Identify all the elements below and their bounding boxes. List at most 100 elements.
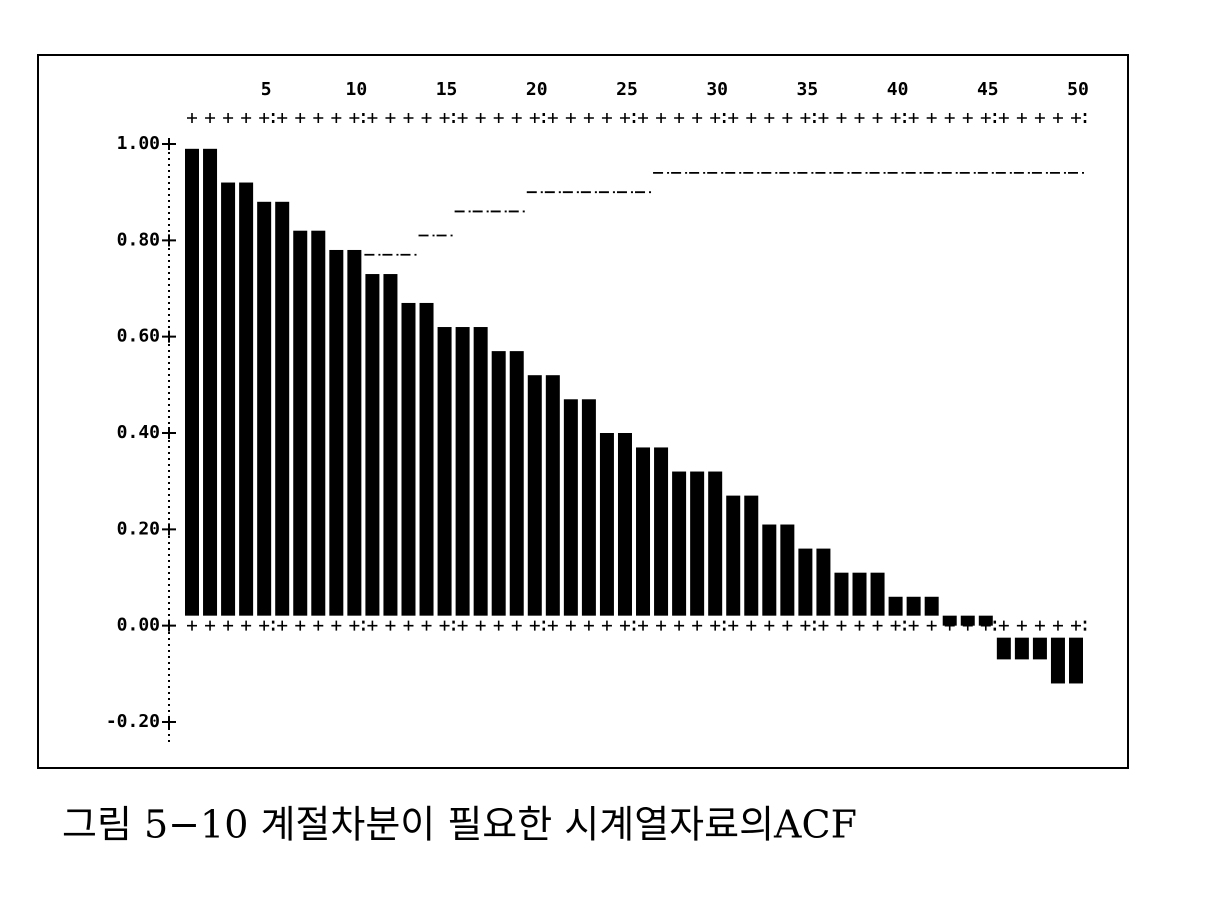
- bar: [509, 351, 524, 616]
- top-ruler-plus: [890, 113, 901, 123]
- zero-ruler-plus: [818, 620, 829, 631]
- bar: [978, 615, 993, 626]
- top-ruler-plus: [313, 113, 324, 123]
- bar: [527, 375, 542, 616]
- bar: [347, 249, 362, 616]
- zero-ruler-plus: [565, 620, 576, 631]
- zero-ruler-plus: [421, 620, 432, 631]
- bar: [744, 495, 759, 616]
- zero-ruler-plus: [1034, 620, 1045, 631]
- bar: [563, 399, 578, 616]
- top-ruler-plus: [656, 113, 667, 123]
- top-ruler-plus: [295, 113, 306, 123]
- y-tick-label: 0.80: [117, 229, 160, 250]
- bar: [1069, 637, 1083, 684]
- top-ruler-plus: [421, 113, 432, 123]
- top-ruler-plus: [403, 113, 414, 123]
- frame: [37, 54, 1129, 769]
- bar: [708, 471, 723, 616]
- zero-ruler-plus: [908, 620, 919, 631]
- bar: [924, 596, 939, 616]
- bar: [311, 230, 326, 616]
- top-ruler-plus: [475, 113, 486, 123]
- zero-ruler-plus: [205, 620, 216, 631]
- top-ruler-plus: [331, 113, 342, 123]
- y-tick-label: -0.20: [106, 711, 160, 732]
- zero-ruler-plus: [601, 620, 612, 631]
- zero-ruler-plus: [619, 620, 630, 631]
- zero-ruler-plus: [854, 620, 865, 631]
- x-tick-label: 45: [977, 79, 999, 100]
- bar: [617, 433, 632, 616]
- zero-ruler-plus: [656, 620, 667, 631]
- zero-ruler-plus: [710, 620, 721, 631]
- bar: [654, 447, 669, 616]
- y-tick-mark: [162, 330, 176, 343]
- zero-ruler-plus: [187, 620, 197, 631]
- zero-ruler-plus: [313, 620, 324, 631]
- bar: [203, 148, 218, 616]
- zero-ruler-plus: [457, 620, 468, 631]
- bar: [437, 327, 452, 616]
- bar: [816, 548, 831, 616]
- zero-ruler-plus: [746, 620, 757, 631]
- zero-ruler-plus: [890, 620, 901, 631]
- bar: [383, 274, 398, 616]
- bar: [329, 249, 344, 616]
- zero-ruler-plus: [836, 620, 847, 631]
- bar: [690, 471, 705, 616]
- zero-ruler-plus: [529, 620, 540, 631]
- bar: [185, 148, 199, 616]
- y-tick-label: 0.20: [117, 518, 160, 539]
- zero-ruler-plus: [439, 620, 450, 631]
- bar: [599, 433, 614, 616]
- zero-ruler-plus: [511, 620, 522, 631]
- top-ruler-plus: [764, 113, 775, 123]
- zero-ruler-plus: [223, 620, 234, 631]
- zero-ruler-plus: [367, 620, 378, 631]
- caption: 그림 5−10 계절차분이 필요한 시계열자료의ACF: [62, 803, 857, 847]
- top-ruler-plus: [836, 113, 847, 123]
- bar: [545, 375, 560, 616]
- top-ruler-plus: [241, 113, 252, 123]
- bar: [401, 302, 416, 616]
- top-ruler-plus: [998, 113, 1009, 123]
- zero-ruler-plus: [638, 620, 649, 631]
- bar: [419, 302, 434, 616]
- x-tick-label: 10: [346, 79, 368, 100]
- bar: [942, 615, 957, 626]
- bar: [1014, 637, 1029, 660]
- zero-ruler-plus: [872, 620, 883, 631]
- y-tick-mark: [162, 523, 176, 536]
- top-ruler-plus: [1071, 113, 1081, 123]
- bar: [834, 572, 849, 616]
- zero-ruler-plus: [674, 620, 685, 631]
- top-ruler-plus: [638, 113, 649, 123]
- y-tick-label: 0.60: [117, 326, 160, 347]
- top-ruler-plus: [367, 113, 378, 123]
- top-ruler-plus: [457, 113, 468, 123]
- zero-ruler-plus: [998, 620, 1009, 631]
- top-ruler-plus: [692, 113, 703, 123]
- zero-ruler-plus: [1052, 620, 1063, 631]
- bar: [581, 399, 596, 616]
- bar: [1050, 637, 1065, 684]
- zero-ruler-plus: [764, 620, 775, 631]
- top-ruler-plus: [728, 113, 739, 123]
- y-tick-mark: [162, 716, 176, 728]
- x-tick-label: 25: [616, 79, 638, 100]
- top-ruler-plus: [385, 113, 396, 123]
- top-ruler-plus: [349, 113, 360, 123]
- top-ruler-plus: [187, 113, 197, 123]
- top-ruler-plus: [601, 113, 612, 123]
- top-ruler-plus: [511, 113, 522, 123]
- top-ruler-plus: [854, 113, 865, 123]
- zero-ruler-plus: [475, 620, 486, 631]
- zero-ruler-plus: [1016, 620, 1027, 631]
- zero-ruler-plus: [349, 620, 360, 631]
- y-tick-mark: [162, 427, 176, 439]
- zero-ruler-plus: [547, 620, 558, 631]
- bar: [473, 327, 488, 616]
